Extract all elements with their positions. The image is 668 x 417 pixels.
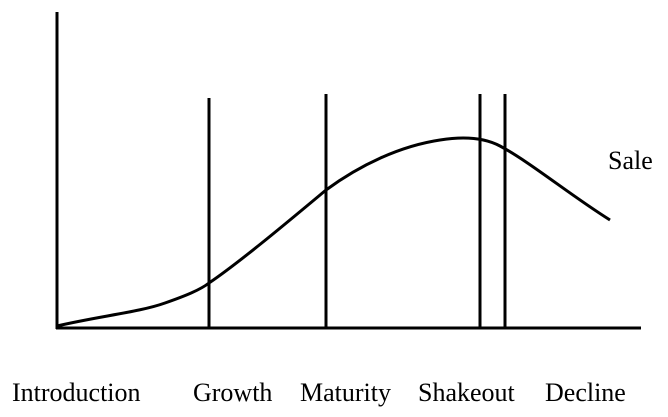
stage-label: Decline [545,378,626,407]
stage-label: Introduction [12,378,141,407]
sales-curve [56,136,611,328]
stage-label: Shakeout [418,378,516,407]
stage-label: Maturity [300,378,391,407]
curve-label: Sale [608,146,653,175]
stage-label: Growth [193,378,272,407]
stage-labels: Introduction Growth Maturity Shakeout Declin… [12,378,626,407]
